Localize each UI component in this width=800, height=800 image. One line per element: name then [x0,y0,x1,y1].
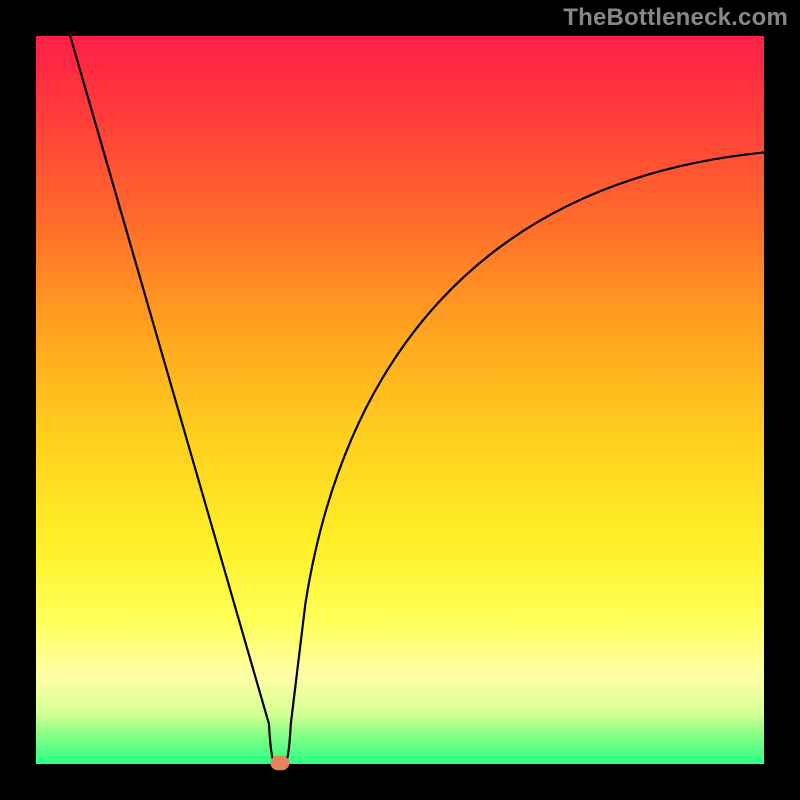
watermark-text: TheBottleneck.com [563,4,788,32]
plot-area [36,36,764,764]
canvas: TheBottleneck.com [0,0,800,800]
